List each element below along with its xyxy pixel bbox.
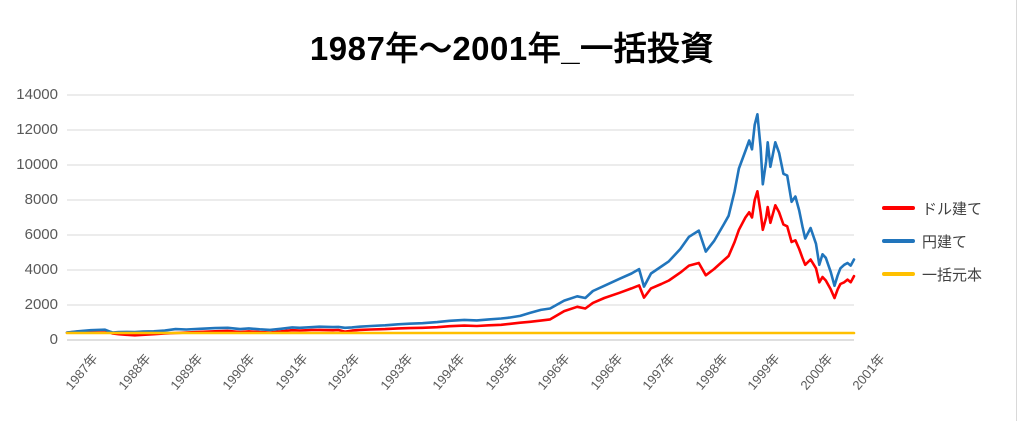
y-axis-label: 0	[49, 331, 58, 348]
legend-label: 円建て	[922, 233, 968, 251]
legend-line-swatch	[882, 239, 915, 243]
legend-label: 一括元本	[922, 266, 983, 284]
y-axis-label: 6000	[24, 226, 58, 243]
legend-item: 一括元本	[882, 263, 982, 285]
y-axis-label: 10000	[16, 156, 58, 173]
y-axis-label: 14000	[16, 86, 58, 103]
chart-title: 1987年〜2001年_一括投資	[309, 30, 715, 67]
y-axis-label: 4000	[24, 261, 58, 278]
y-axis-label: 12000	[16, 121, 58, 138]
y-axis-label: 8000	[24, 191, 58, 208]
legend-item: ドル建て	[882, 197, 982, 219]
legend-label: ドル建て	[922, 200, 983, 218]
series-line-0	[65, 190, 856, 337]
legend-line-swatch	[882, 272, 915, 276]
legend: ドル建て円建て一括元本	[882, 197, 982, 285]
legend-item: 円建て	[882, 230, 982, 252]
y-axis-label: 2000	[24, 296, 58, 313]
legend-line-swatch	[882, 206, 915, 210]
series-line-1	[65, 113, 856, 334]
chart-right-border	[1016, 0, 1017, 421]
